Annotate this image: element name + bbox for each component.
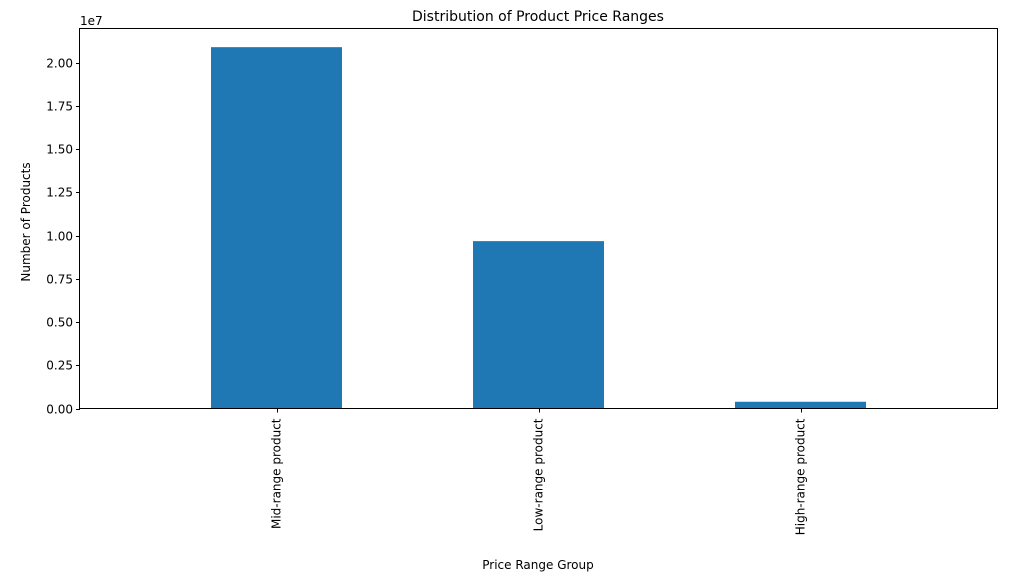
y-offset-label: 1e7 [80,14,103,28]
x-tick-label: Mid-range product [270,418,284,529]
chart-title: Distribution of Product Price Ranges [412,9,664,25]
y-tick-label: 1.00 [46,230,73,244]
bar [473,241,604,409]
x-tick-label: Low-range product [532,418,546,531]
bar [211,47,342,409]
x-axis-ticks: Mid-range product Low-range product High-r… [270,408,808,535]
y-tick-label: 1.50 [46,143,73,157]
bar [735,401,866,409]
x-tick-label: High-range product [794,418,808,535]
y-tick-label: 1.75 [46,100,73,114]
bars [211,47,866,409]
y-axis-label: Number of Products [19,162,33,281]
y-tick-label: 0.00 [46,403,73,417]
y-tick-label: 1.25 [46,186,73,200]
y-tick-label: 2.00 [46,57,73,71]
plot-frame [79,28,998,409]
x-axis-label: Price Range Group [482,558,593,572]
y-axis-ticks: 0.00 0.25 0.50 0.75 1.00 1.25 1.50 1.75 2.00 [46,57,80,417]
y-tick-label: 0.25 [46,359,73,373]
y-tick-label: 0.75 [46,273,73,287]
y-tick-label: 0.50 [46,316,73,330]
